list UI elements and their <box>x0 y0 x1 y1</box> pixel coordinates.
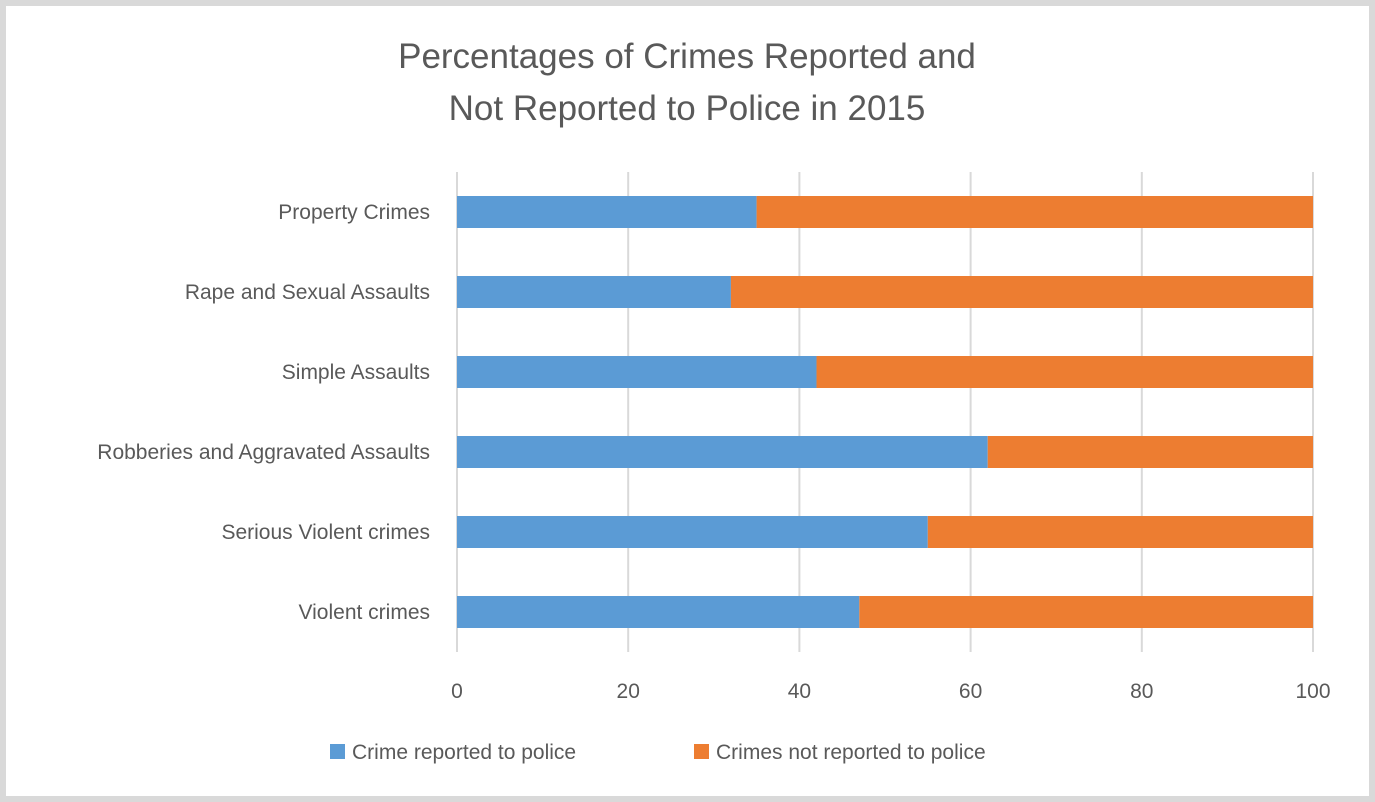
bar-not-reported-5 <box>859 596 1313 628</box>
x-tick-label-80: 80 <box>1130 680 1153 703</box>
bar-reported-2 <box>457 356 817 388</box>
category-label-3: Robberies and Aggravated Assaults <box>97 441 430 464</box>
x-tick-label-100: 100 <box>1295 680 1330 703</box>
bar-reported-4 <box>457 516 928 548</box>
bar-reported-1 <box>457 276 731 308</box>
legend-label-0: Crime reported to police <box>352 741 576 764</box>
x-tick-label-0: 0 <box>451 680 463 703</box>
legend: Crime reported to police Crimes not repor… <box>330 741 986 764</box>
chart-title-line-1: Percentages of Crimes Reported and <box>398 37 976 76</box>
x-axis-tick-labels: 0 20 40 60 80 100 <box>451 680 1330 703</box>
bar-not-reported-0 <box>756 196 1313 228</box>
bar-reported-5 <box>457 596 860 628</box>
category-label-0: Property Crimes <box>278 201 430 224</box>
legend-label-1: Crimes not reported to police <box>716 741 986 764</box>
legend-swatch-1 <box>694 744 709 759</box>
legend-swatch-0 <box>330 744 345 759</box>
gridlines <box>456 172 1314 652</box>
bars <box>457 196 1313 628</box>
category-label-2: Simple Assaults <box>282 361 430 384</box>
category-labels: Property Crimes Rape and Sexual Assaults S… <box>97 201 430 624</box>
x-tick-label-20: 20 <box>617 680 640 703</box>
bar-not-reported-2 <box>816 356 1313 388</box>
category-label-4: Serious Violent crimes <box>221 521 430 544</box>
category-label-5: Violent crimes <box>299 601 431 624</box>
x-tick-label-40: 40 <box>788 680 811 703</box>
chart-title: Percentages of Crimes Reported and Not R… <box>398 37 976 128</box>
bar-reported-3 <box>457 436 988 468</box>
bar-not-reported-3 <box>987 436 1313 468</box>
chart-title-line-2: Not Reported to Police in 2015 <box>449 89 926 128</box>
bar-not-reported-4 <box>927 516 1313 548</box>
bar-reported-0 <box>457 196 757 228</box>
category-label-1: Rape and Sexual Assaults <box>185 281 430 304</box>
x-tick-label-60: 60 <box>959 680 982 703</box>
bar-not-reported-1 <box>730 276 1313 308</box>
